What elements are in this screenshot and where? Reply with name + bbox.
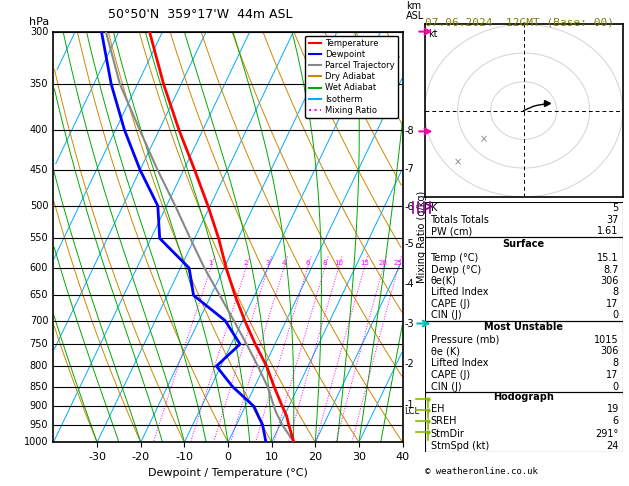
Legend: Temperature, Dewpoint, Parcel Trajectory, Dry Adiabat, Wet Adiabat, Isotherm, Mi: Temperature, Dewpoint, Parcel Trajectory… [306, 36, 398, 118]
Text: CAPE (J): CAPE (J) [430, 299, 470, 309]
Text: kt: kt [428, 30, 438, 39]
Text: 1.61: 1.61 [598, 226, 619, 237]
Text: 17: 17 [606, 299, 619, 309]
Text: 3: 3 [265, 260, 270, 266]
Text: 2: 2 [244, 260, 248, 266]
Text: Lifted Index: Lifted Index [430, 287, 488, 297]
Text: 350: 350 [30, 79, 48, 89]
Text: 15.1: 15.1 [598, 253, 619, 263]
Text: -2: -2 [404, 359, 414, 369]
X-axis label: Dewpoint / Temperature (°C): Dewpoint / Temperature (°C) [148, 468, 308, 478]
Text: 500: 500 [30, 201, 48, 211]
Text: 50°50'N  359°17'W  44m ASL: 50°50'N 359°17'W 44m ASL [108, 8, 292, 21]
Text: 8: 8 [323, 260, 327, 266]
Text: 8: 8 [613, 358, 619, 368]
Text: Totals Totals: Totals Totals [430, 214, 489, 225]
Text: ×: × [480, 134, 488, 144]
Text: 800: 800 [30, 361, 48, 371]
Text: -8: -8 [404, 126, 414, 137]
Text: 900: 900 [30, 401, 48, 411]
Text: 700: 700 [30, 315, 48, 326]
Text: CIN (J): CIN (J) [430, 382, 461, 392]
Text: Hodograph: Hodograph [493, 392, 554, 402]
Text: ×: × [454, 157, 462, 167]
Text: -6: -6 [404, 202, 414, 211]
Text: 07.06.2024  12GMT (Base: 00): 07.06.2024 12GMT (Base: 00) [425, 17, 613, 27]
Text: CIN (J): CIN (J) [430, 310, 461, 320]
Text: 600: 600 [30, 263, 48, 273]
Text: 300: 300 [30, 27, 48, 36]
Text: -1: -1 [404, 400, 414, 410]
Text: EH: EH [430, 404, 444, 414]
Text: 8.7: 8.7 [603, 264, 619, 275]
Text: Lifted Index: Lifted Index [430, 358, 488, 368]
Text: 37: 37 [606, 214, 619, 225]
Text: 306: 306 [600, 276, 619, 286]
Text: © weatheronline.co.uk: © weatheronline.co.uk [425, 467, 537, 476]
Text: 306: 306 [600, 347, 619, 356]
Text: 19: 19 [606, 404, 619, 414]
Text: θe (K): θe (K) [430, 347, 460, 356]
Text: -7: -7 [404, 164, 414, 174]
Text: StmSpd (kt): StmSpd (kt) [430, 441, 489, 451]
Text: Temp (°C): Temp (°C) [430, 253, 479, 263]
Text: 1000: 1000 [24, 437, 48, 447]
Text: Pressure (mb): Pressure (mb) [430, 335, 499, 345]
Text: Dewp (°C): Dewp (°C) [430, 264, 481, 275]
Text: 0: 0 [613, 382, 619, 392]
Text: 291°: 291° [596, 429, 619, 439]
Text: 650: 650 [30, 290, 48, 300]
Text: 25: 25 [394, 260, 403, 266]
Text: 5: 5 [613, 203, 619, 213]
Text: 8: 8 [613, 287, 619, 297]
Text: -4: -4 [404, 278, 414, 289]
Text: SREH: SREH [430, 417, 457, 426]
Text: 400: 400 [30, 125, 48, 135]
Text: 450: 450 [30, 165, 48, 175]
Text: -5: -5 [404, 240, 414, 249]
Text: 1015: 1015 [594, 335, 619, 345]
Text: 24: 24 [606, 441, 619, 451]
Text: 6: 6 [613, 417, 619, 426]
Text: 6: 6 [305, 260, 309, 266]
Text: km
ASL: km ASL [406, 0, 425, 21]
Text: 17: 17 [606, 370, 619, 380]
Text: 0: 0 [613, 310, 619, 320]
Text: Surface: Surface [503, 239, 545, 249]
Text: K: K [430, 203, 437, 213]
Text: θe(K): θe(K) [430, 276, 457, 286]
Text: Most Unstable: Most Unstable [484, 322, 563, 331]
Text: CAPE (J): CAPE (J) [430, 370, 470, 380]
Text: Mixing Ratio (g/kg): Mixing Ratio (g/kg) [417, 191, 426, 283]
Text: -3: -3 [404, 318, 414, 329]
Text: 750: 750 [30, 339, 48, 349]
Text: PW (cm): PW (cm) [430, 226, 472, 237]
Text: 20: 20 [379, 260, 387, 266]
Text: hPa: hPa [29, 17, 49, 28]
Text: LCL: LCL [404, 407, 420, 416]
Text: 10: 10 [334, 260, 343, 266]
Text: StmDir: StmDir [430, 429, 464, 439]
Text: 950: 950 [30, 420, 48, 430]
Text: 550: 550 [30, 233, 48, 243]
Text: 4: 4 [282, 260, 286, 266]
Text: 850: 850 [30, 382, 48, 392]
Text: 1: 1 [208, 260, 213, 266]
Text: 15: 15 [360, 260, 369, 266]
